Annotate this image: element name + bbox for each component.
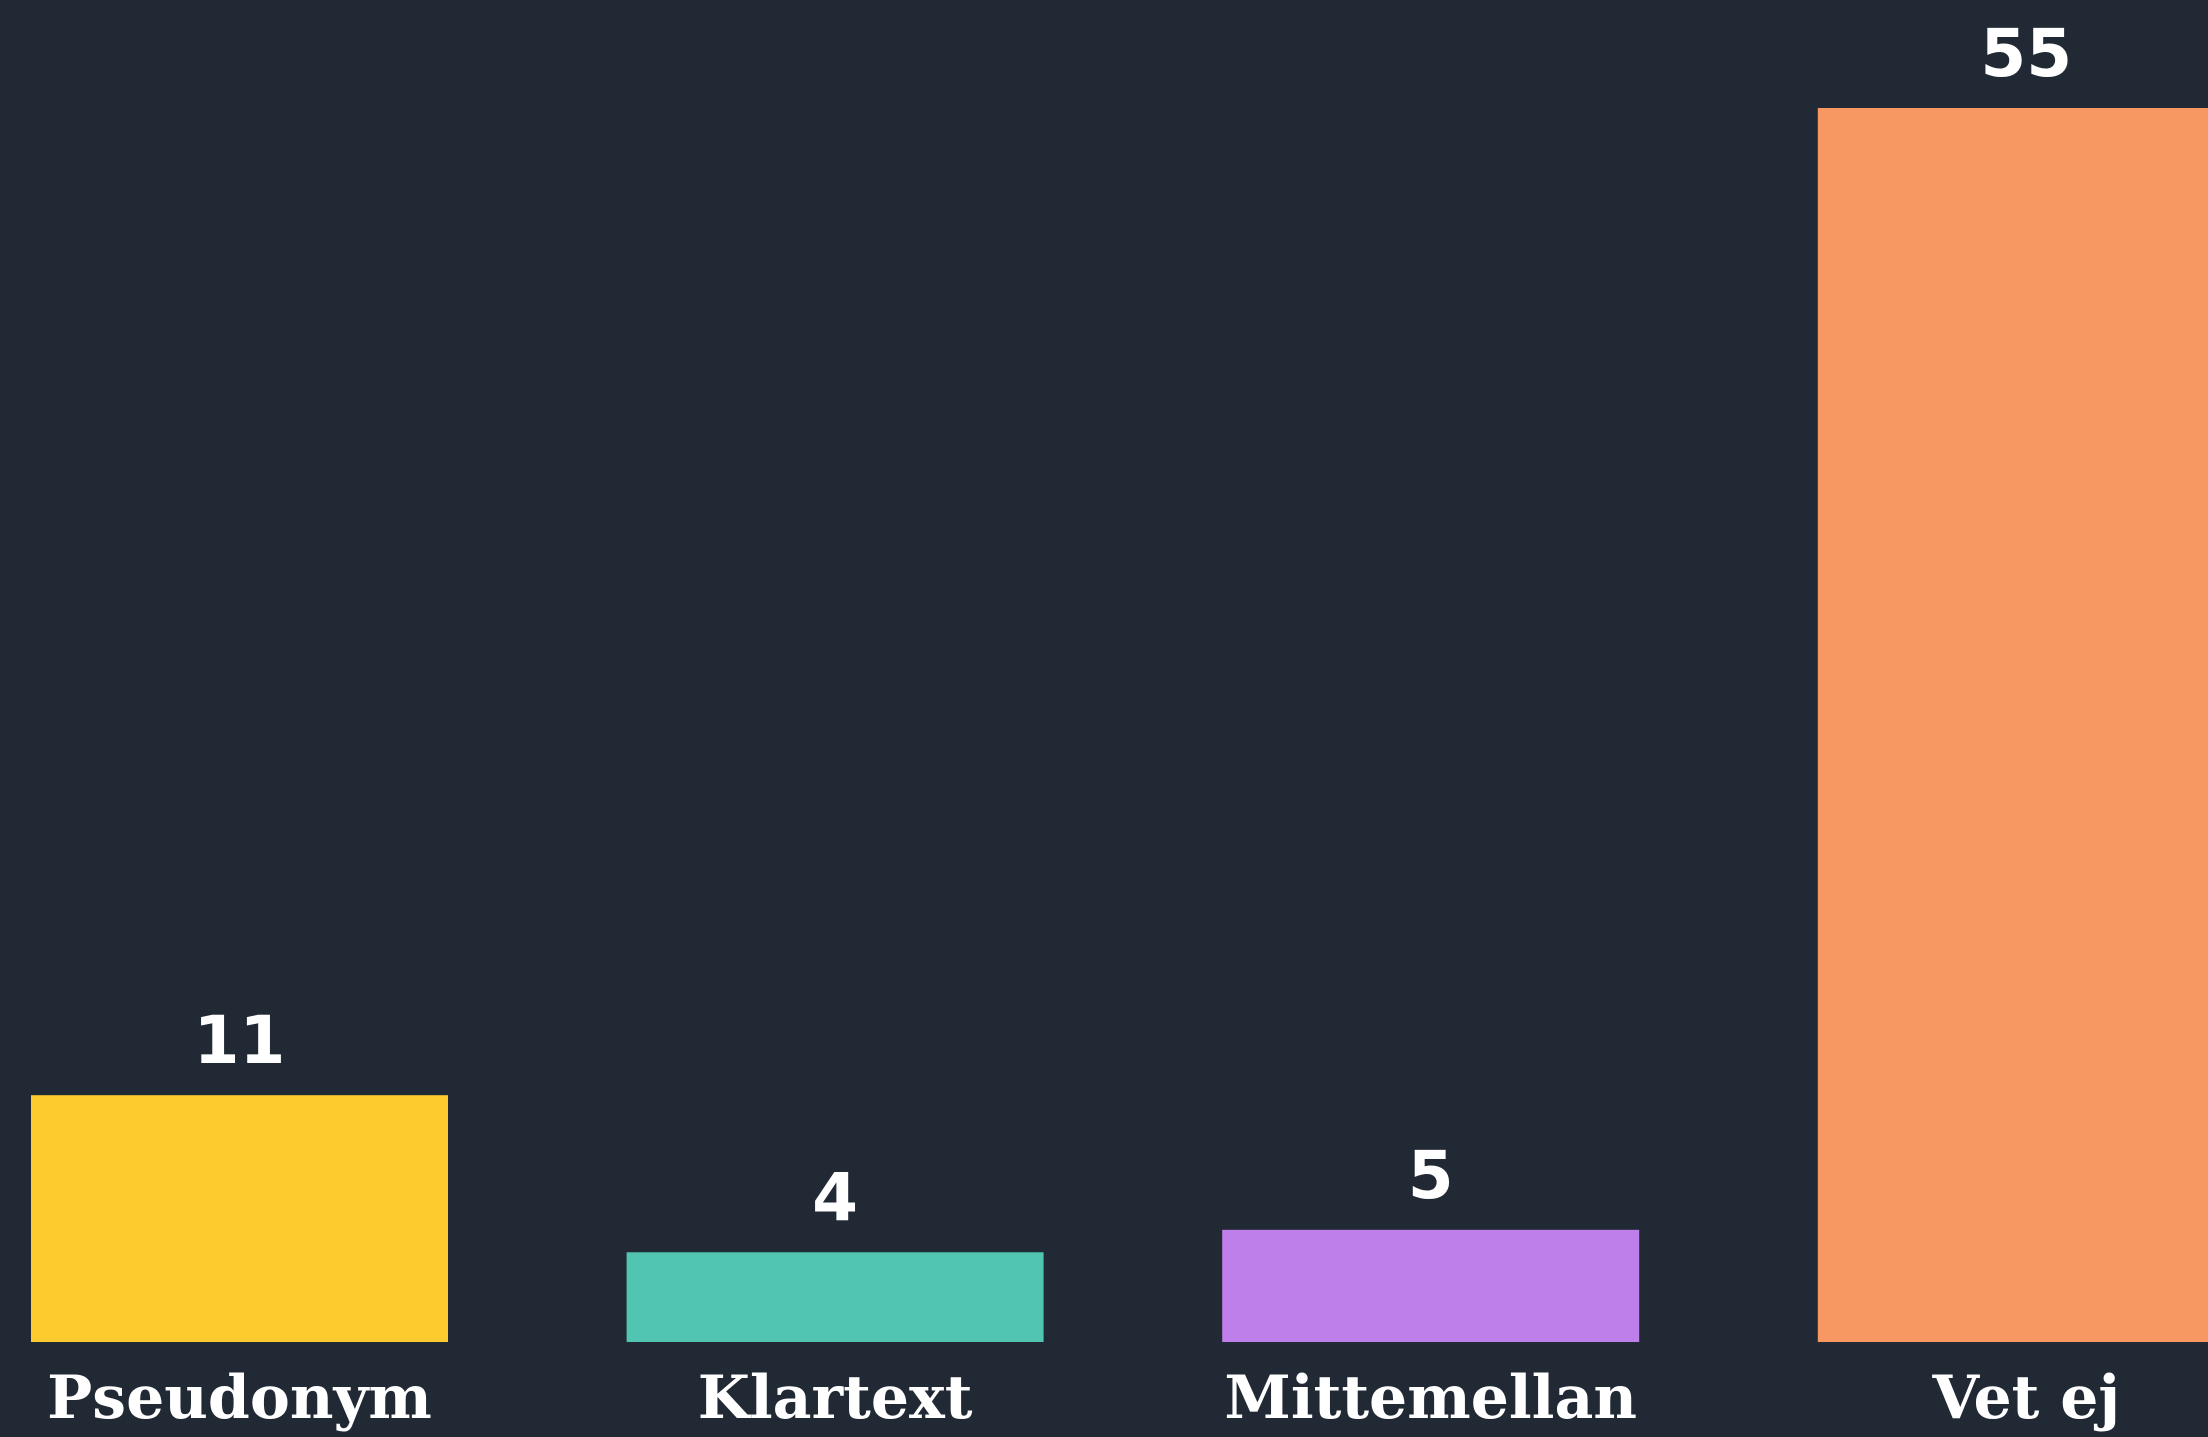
category-label: Mittemellan [1224, 1363, 1637, 1433]
value-label: 5 [1408, 1137, 1454, 1214]
category-label: Klartext [698, 1363, 973, 1433]
category-label: Pseudonym [47, 1363, 432, 1433]
bar [1222, 1229, 1640, 1342]
value-label: 55 [1980, 15, 2072, 92]
bar [1817, 108, 2208, 1342]
category-label: Vet ej [1931, 1363, 2120, 1433]
bar [31, 1095, 448, 1342]
value-label: 4 [812, 1159, 858, 1236]
bar [626, 1252, 1044, 1342]
value-label: 11 [194, 1002, 286, 1079]
